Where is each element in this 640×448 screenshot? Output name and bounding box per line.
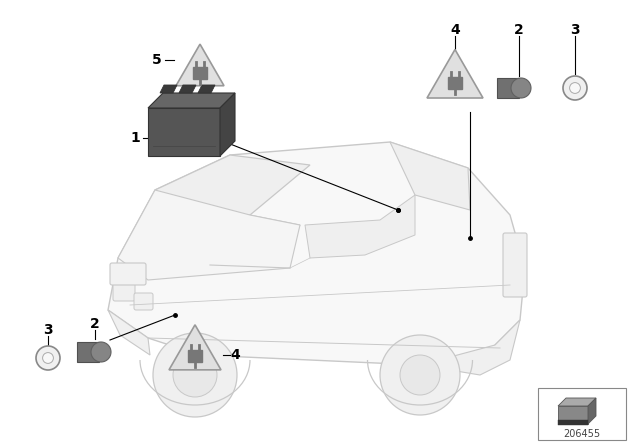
Polygon shape — [179, 85, 196, 93]
Polygon shape — [305, 195, 415, 258]
Circle shape — [91, 342, 111, 362]
Text: 1: 1 — [131, 131, 140, 145]
Text: 2: 2 — [90, 317, 100, 331]
Polygon shape — [148, 93, 235, 108]
Circle shape — [36, 346, 60, 370]
Circle shape — [153, 333, 237, 417]
Bar — [497, 78, 519, 98]
Polygon shape — [108, 310, 150, 355]
Text: 4: 4 — [230, 348, 240, 362]
Bar — [148, 108, 220, 156]
FancyBboxPatch shape — [503, 233, 527, 297]
Polygon shape — [427, 50, 483, 98]
Circle shape — [173, 353, 217, 397]
Bar — [538, 388, 626, 440]
Circle shape — [570, 82, 580, 93]
Polygon shape — [169, 325, 221, 370]
Polygon shape — [420, 320, 520, 375]
Bar — [77, 342, 99, 362]
Bar — [193, 67, 207, 79]
Text: 3: 3 — [43, 323, 53, 337]
Polygon shape — [190, 215, 300, 265]
Polygon shape — [160, 85, 177, 93]
Polygon shape — [220, 93, 235, 156]
Bar — [448, 77, 462, 89]
Text: 206455: 206455 — [563, 429, 600, 439]
Polygon shape — [155, 155, 310, 225]
Circle shape — [43, 353, 53, 363]
Circle shape — [511, 78, 531, 98]
Text: 5: 5 — [152, 53, 162, 67]
Polygon shape — [588, 398, 596, 424]
Bar — [188, 350, 202, 362]
FancyBboxPatch shape — [113, 283, 135, 301]
Polygon shape — [176, 44, 224, 86]
Polygon shape — [390, 142, 470, 210]
FancyBboxPatch shape — [134, 293, 153, 310]
Polygon shape — [558, 398, 596, 406]
FancyBboxPatch shape — [110, 263, 146, 285]
Text: 4: 4 — [450, 23, 460, 37]
Bar — [558, 420, 588, 425]
Bar — [558, 406, 588, 424]
Polygon shape — [198, 85, 215, 93]
Circle shape — [380, 335, 460, 415]
Polygon shape — [118, 190, 300, 280]
Polygon shape — [108, 142, 525, 365]
Circle shape — [400, 355, 440, 395]
Text: 2: 2 — [514, 23, 524, 37]
Circle shape — [563, 76, 587, 100]
Text: 3: 3 — [570, 23, 580, 37]
